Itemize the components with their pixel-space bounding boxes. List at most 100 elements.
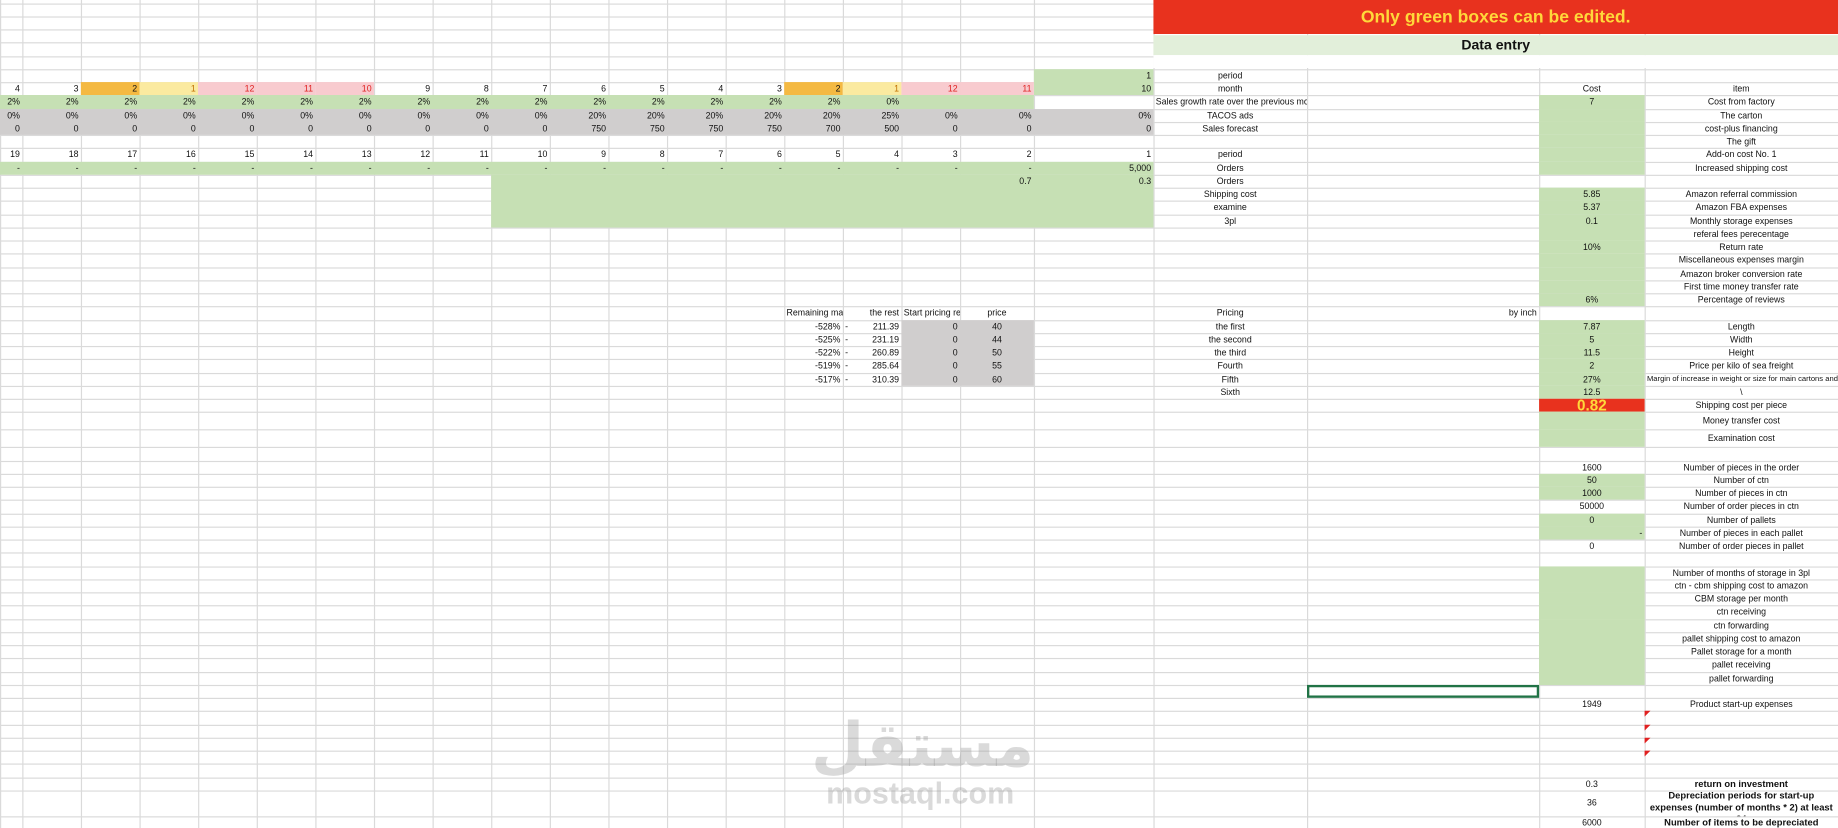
cost-item: Miscellaneous expenses margin (1678, 254, 1804, 266)
grid-row-line (0, 592, 1838, 594)
cell-fill (1539, 579, 1645, 593)
value-cell: - (16, 162, 20, 174)
pricing-price: 44 (992, 334, 1002, 345)
cost-item: pallet receiving (1711, 659, 1771, 671)
value-cell: 0% (124, 109, 138, 121)
data-entry-header: Data entry (1153, 35, 1838, 56)
value-cell: 0 (425, 123, 431, 134)
grid-col-line (22, 0, 24, 828)
grid-row-line (0, 473, 1838, 475)
grid-col-line (1153, 0, 1155, 828)
month-cell: 3 (776, 83, 782, 94)
value-cell: 18 (68, 149, 79, 160)
value-cell: 0% (886, 96, 900, 108)
cost-value: 7 (1539, 95, 1645, 109)
value-cell: 2% (534, 96, 548, 108)
value-cell: 0% (1138, 109, 1152, 121)
month-cell: 12 (198, 82, 257, 96)
pricing-price: 40 (992, 320, 1002, 332)
pricing-price: 55 (992, 360, 1002, 372)
grid-row-line (0, 579, 1838, 581)
grid-row-line (0, 3, 1838, 5)
grid-row-line (0, 148, 1838, 150)
row-label: 3pl (1224, 215, 1237, 226)
value-cell: 0 (249, 123, 255, 134)
cost-item: First time money transfer rate (1683, 281, 1799, 292)
header-gap (1153, 55, 1838, 69)
cell-fill (0, 108, 1154, 136)
grid-row-line (0, 135, 1838, 137)
pricing-header: Pricing (1216, 307, 1244, 319)
value-cell: 750 (767, 123, 782, 134)
cost-item: CBM storage per month (1694, 593, 1788, 605)
grid-row-line (0, 447, 1838, 449)
grid-row-line (0, 266, 1838, 269)
value-cell: 0% (65, 109, 79, 121)
value-cell: 13 (361, 149, 372, 160)
grid-row-line (0, 280, 1838, 282)
row-label: period (1217, 149, 1243, 160)
grid-row-line (0, 412, 1838, 414)
pricing-label: Sixth (1220, 386, 1241, 398)
value-cell: - (75, 162, 79, 174)
grid-row-line (0, 684, 1838, 686)
value-cell: 0 (952, 123, 958, 134)
pricing-header: Start pricing reviews (903, 307, 960, 319)
comment-marker (1644, 724, 1651, 731)
value-cell: 16 (185, 149, 196, 160)
cost-item: Amazon broker conversion rate (1680, 268, 1803, 279)
comment-marker (1644, 711, 1651, 718)
value-cell: - (603, 162, 607, 174)
pricing-dash: - (845, 334, 849, 345)
grid-col-line (432, 0, 434, 828)
grid-col-line (960, 0, 962, 828)
value-cell: 6 (776, 149, 782, 160)
cost-item: Amazon FBA expenses (1695, 202, 1788, 213)
month-cell: 10 (1141, 83, 1152, 94)
cost-value: 0 (1539, 513, 1645, 527)
pricing-reviews: 0 (952, 334, 958, 345)
cost-item: pallet forwarding (1709, 672, 1774, 684)
cost-item: Add-on cost No. 1 (1706, 149, 1777, 160)
cost-item: Number of order pieces in pallet (1678, 540, 1804, 552)
cell-fill (491, 174, 1154, 228)
grid-row-line (0, 552, 1838, 555)
cost-item: ctn - cbm shipping cost to amazon (1674, 580, 1809, 591)
row-label: month (1217, 83, 1243, 94)
cost-value: 5.85 (1539, 187, 1645, 202)
pricing-label: Fourth (1217, 360, 1243, 372)
grid-col-line (666, 0, 669, 828)
value-cell: - (778, 162, 782, 174)
month-cell: 3 (73, 83, 79, 94)
value-cell: 25% (881, 109, 900, 121)
value-cell: - (485, 162, 489, 174)
cell-fill (1539, 148, 1645, 162)
cell-fill (1539, 412, 1645, 430)
value-cell: 20% (647, 109, 665, 121)
cost-value: 0 (1589, 540, 1595, 552)
pricing-label: the second (1208, 334, 1252, 345)
cost-value: 36 (1586, 797, 1597, 808)
grid-row-line (0, 763, 1838, 766)
value-cell: 0% (944, 109, 958, 121)
value-cell: - (134, 162, 138, 174)
grid-row-line (0, 816, 1838, 818)
pricing-dash: - (845, 320, 849, 332)
cost-item: Monthly storage expenses (1689, 215, 1793, 226)
value-cell: 0% (183, 109, 196, 121)
month-cell: 1 (842, 82, 902, 96)
value-cell: 0% (534, 109, 548, 121)
grid-row-line (0, 777, 1838, 779)
value-cell: 0 (483, 123, 489, 134)
grid-row-line (0, 526, 1838, 528)
month-cell: 1 (139, 82, 199, 96)
cell-fill (1539, 429, 1645, 448)
month-cell: 10 (315, 82, 374, 96)
cost-header: Cost (1582, 83, 1601, 94)
cell-fill (1539, 121, 1645, 136)
pricing-rest: 285.64 (872, 360, 900, 372)
grid-row-line (0, 293, 1838, 295)
cost-item: Number of pieces in each pallet (1679, 527, 1803, 539)
grid-row-line (0, 429, 1838, 431)
cost-value: - (1539, 526, 1645, 540)
